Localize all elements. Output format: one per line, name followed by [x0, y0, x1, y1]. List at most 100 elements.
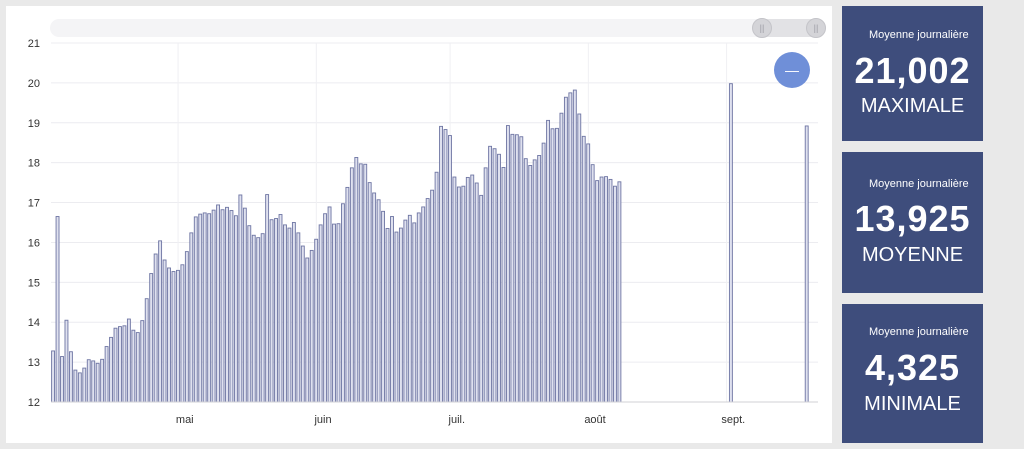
bar	[555, 127, 559, 403]
bar	[363, 163, 368, 403]
bar	[291, 222, 296, 403]
bar	[193, 216, 198, 403]
stat-kind: MINIMALE	[864, 393, 961, 415]
grip-icon: ||	[813, 22, 819, 33]
stat-value: 21,002	[854, 50, 971, 91]
bar	[122, 325, 127, 403]
bar	[381, 210, 385, 403]
bar	[126, 318, 131, 403]
bar	[109, 336, 113, 403]
bar	[604, 176, 608, 403]
bar	[144, 298, 149, 403]
bar	[728, 83, 733, 403]
bar	[456, 186, 461, 403]
bar	[541, 142, 546, 403]
bar	[617, 181, 622, 403]
bar	[804, 125, 809, 403]
bar	[162, 259, 167, 403]
bar	[202, 212, 207, 403]
y-tick-label: 18	[28, 158, 40, 170]
y-tick-label: 20	[28, 78, 40, 90]
bar	[550, 128, 555, 403]
bar	[568, 92, 573, 403]
bar	[64, 319, 69, 403]
y-tick-label: 16	[28, 237, 40, 249]
stat-label: Moyenne journalière	[869, 326, 969, 338]
bar	[443, 129, 448, 403]
scrollbar-track[interactable]	[50, 19, 826, 37]
bar	[265, 194, 270, 403]
bar	[296, 232, 301, 403]
bar	[68, 351, 73, 403]
stat-kind: MAXIMALE	[860, 95, 965, 117]
bar	[430, 189, 435, 403]
bar	[318, 224, 323, 403]
bar	[158, 240, 163, 403]
stat-card-min: Moyenne journalière 4,325 MINIMALE	[842, 304, 983, 443]
bar	[519, 136, 524, 403]
bar	[394, 231, 399, 403]
bar	[425, 198, 430, 403]
bar	[220, 209, 225, 403]
bar	[247, 225, 252, 403]
zoom-out-button[interactable]: —	[774, 52, 810, 88]
bar	[131, 329, 136, 403]
minus-icon: —	[785, 62, 799, 78]
bar	[323, 213, 328, 403]
stat-card-max: Moyenne journalière 21,002 MAXIMALE	[842, 6, 983, 141]
bar	[336, 223, 341, 403]
bar	[465, 176, 470, 403]
bar	[559, 112, 564, 403]
bar	[60, 356, 64, 403]
bar	[314, 238, 319, 403]
bar	[474, 182, 479, 403]
bar	[95, 362, 100, 403]
bar	[581, 135, 586, 403]
bar	[416, 212, 421, 403]
bar	[488, 145, 493, 403]
bar	[51, 350, 56, 403]
stat-label: Moyenne journalière	[869, 178, 969, 190]
y-tick-label: 19	[28, 118, 40, 130]
bar	[523, 158, 528, 403]
bar	[118, 326, 122, 403]
bar	[421, 206, 426, 403]
bar	[251, 234, 256, 403]
bar	[501, 167, 506, 403]
bar	[613, 185, 617, 403]
bar	[309, 249, 314, 403]
bar	[358, 163, 363, 403]
bar	[287, 227, 292, 403]
bar	[439, 125, 443, 403]
bar	[367, 182, 372, 403]
bar	[546, 119, 550, 403]
bar	[452, 176, 457, 403]
bar	[590, 164, 595, 403]
bar	[372, 192, 377, 403]
bar	[577, 113, 582, 403]
stat-value: 13,925	[854, 198, 971, 239]
bar	[390, 216, 394, 403]
scrollbar-end-grip[interactable]: ||	[806, 18, 826, 38]
y-tick-label: 15	[28, 277, 40, 289]
bar	[537, 155, 542, 403]
bar	[104, 346, 109, 403]
y-tick-label: 17	[28, 198, 40, 210]
stat-value: 4,325	[864, 347, 961, 388]
bar	[82, 367, 87, 403]
bar	[140, 320, 145, 403]
bar	[345, 186, 350, 403]
bar	[256, 237, 261, 403]
bar	[207, 213, 212, 403]
stat-kind: MOYENNE	[861, 244, 964, 266]
scrollbar-start-grip[interactable]: ||	[752, 18, 772, 38]
bar	[595, 180, 600, 403]
bar	[376, 199, 381, 403]
bar	[514, 134, 519, 403]
bar	[184, 251, 189, 403]
bar	[608, 178, 613, 403]
bar	[563, 96, 568, 403]
bar	[528, 165, 533, 403]
bar	[176, 269, 180, 403]
stat-label: Moyenne journalière	[869, 29, 969, 41]
